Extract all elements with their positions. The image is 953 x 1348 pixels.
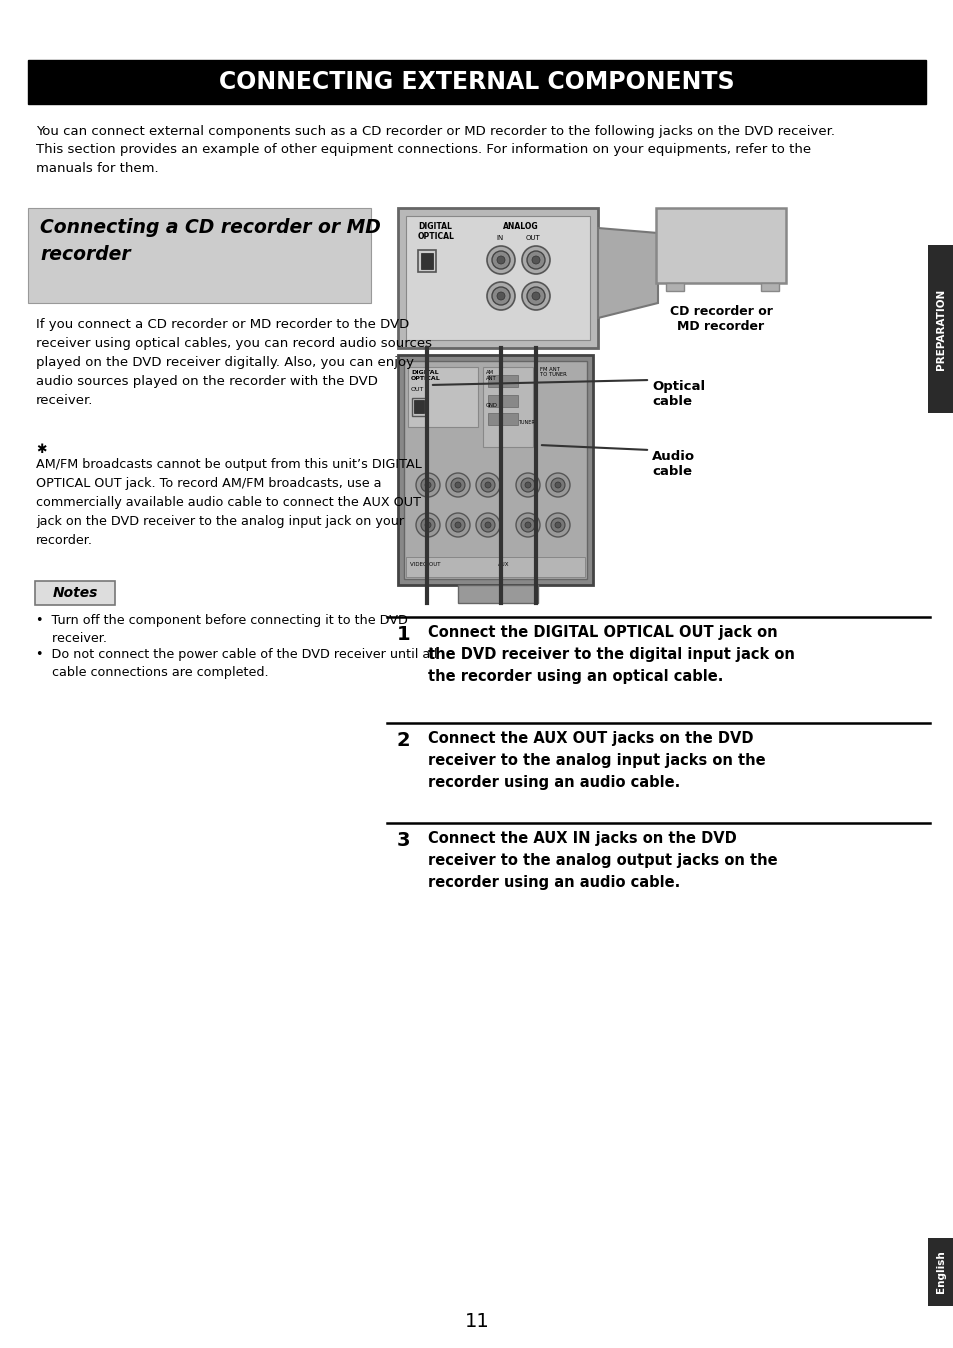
Text: ✱: ✱: [36, 443, 47, 456]
Circle shape: [486, 282, 515, 310]
Circle shape: [497, 293, 504, 301]
Circle shape: [551, 479, 564, 492]
Text: FM ANT
TO TUNER: FM ANT TO TUNER: [539, 367, 566, 377]
Circle shape: [497, 256, 504, 264]
Text: DIGITAL
OPTICAL: DIGITAL OPTICAL: [417, 222, 455, 241]
Circle shape: [555, 483, 560, 488]
Bar: [28, 208, 371, 303]
Text: Connect the DIGITAL OPTICAL OUT jack on
the DVD receiver to the digital input ja: Connect the DIGITAL OPTICAL OUT jack on …: [428, 625, 794, 685]
Circle shape: [555, 522, 560, 528]
Bar: [417, 249, 436, 272]
Bar: [412, 398, 427, 417]
Text: PREPARATION: PREPARATION: [935, 288, 945, 369]
Text: •  Turn off the component before connecting it to the DVD
    receiver.: • Turn off the component before connecti…: [36, 613, 408, 644]
Text: TUNER: TUNER: [517, 421, 535, 425]
Circle shape: [416, 473, 439, 497]
Circle shape: [446, 473, 470, 497]
Text: Connect the AUX IN jacks on the DVD
receiver to the analog output jacks on the
r: Connect the AUX IN jacks on the DVD rece…: [428, 830, 777, 891]
Circle shape: [521, 245, 550, 274]
Bar: [403, 361, 586, 580]
Polygon shape: [598, 228, 658, 318]
Bar: [406, 557, 584, 577]
Bar: [927, 1237, 953, 1306]
Circle shape: [486, 245, 515, 274]
Circle shape: [545, 473, 569, 497]
Bar: [656, 208, 785, 283]
Circle shape: [424, 522, 431, 528]
Text: OUT: OUT: [525, 235, 540, 241]
Bar: [397, 355, 593, 585]
Circle shape: [532, 293, 539, 301]
Text: Audio
cable: Audio cable: [651, 450, 695, 479]
Circle shape: [532, 256, 539, 264]
Bar: [482, 367, 533, 448]
Text: If you connect a CD recorder or MD recorder to the DVD
receiver using optical ca: If you connect a CD recorder or MD recor…: [36, 318, 432, 407]
Text: Connect the AUX OUT jacks on the DVD
receiver to the analog input jacks on the
r: Connect the AUX OUT jacks on the DVD rec…: [428, 731, 765, 790]
Bar: [488, 412, 517, 425]
Circle shape: [492, 251, 510, 270]
Text: English: English: [935, 1251, 945, 1293]
Text: 1: 1: [396, 625, 410, 644]
Circle shape: [526, 287, 544, 305]
Text: AUX: AUX: [497, 562, 509, 568]
Text: Notes: Notes: [52, 586, 97, 600]
Text: 2: 2: [396, 731, 410, 749]
Bar: [488, 375, 517, 387]
Circle shape: [516, 473, 539, 497]
Circle shape: [521, 282, 550, 310]
Circle shape: [451, 518, 464, 532]
Circle shape: [484, 483, 491, 488]
Text: You can connect external components such as a CD recorder or MD recorder to the : You can connect external components such…: [36, 125, 834, 175]
Text: •  Do not connect the power cable of the DVD receiver until all
    cable connec: • Do not connect the power cable of the …: [36, 648, 437, 679]
Text: Optical
cable: Optical cable: [651, 380, 704, 408]
Circle shape: [424, 483, 431, 488]
FancyBboxPatch shape: [35, 581, 115, 605]
Circle shape: [416, 514, 439, 537]
Circle shape: [492, 287, 510, 305]
Bar: [28, 61, 925, 104]
Circle shape: [480, 479, 495, 492]
Text: 3: 3: [396, 830, 410, 851]
Circle shape: [476, 514, 499, 537]
Circle shape: [451, 479, 464, 492]
Text: GND: GND: [485, 403, 497, 408]
Text: OUT: OUT: [411, 387, 424, 392]
Circle shape: [516, 514, 539, 537]
Bar: [665, 283, 683, 291]
Bar: [406, 216, 589, 340]
Bar: [488, 395, 517, 407]
Circle shape: [420, 518, 435, 532]
Bar: [457, 585, 537, 603]
Circle shape: [526, 251, 544, 270]
Bar: [408, 367, 477, 427]
Circle shape: [455, 483, 460, 488]
Bar: [760, 283, 779, 291]
Circle shape: [484, 522, 491, 528]
Circle shape: [476, 473, 499, 497]
Circle shape: [520, 518, 535, 532]
Bar: [420, 253, 433, 270]
Text: AM/FM broadcasts cannot be output from this unit’s DIGITAL
OPTICAL OUT jack. To : AM/FM broadcasts cannot be output from t…: [36, 458, 421, 547]
Bar: [414, 400, 423, 412]
Text: AM
ANT: AM ANT: [485, 369, 497, 380]
Circle shape: [545, 514, 569, 537]
Bar: [927, 245, 953, 412]
Circle shape: [480, 518, 495, 532]
Text: Connecting a CD recorder or MD
recorder: Connecting a CD recorder or MD recorder: [40, 218, 380, 264]
Text: DIGITAL
OPTICAL: DIGITAL OPTICAL: [411, 369, 440, 380]
Text: VIDEO OUT: VIDEO OUT: [410, 562, 440, 568]
Circle shape: [524, 522, 531, 528]
Bar: [397, 208, 598, 348]
Text: ANALOG: ANALOG: [502, 222, 538, 231]
Circle shape: [524, 483, 531, 488]
Circle shape: [455, 522, 460, 528]
Circle shape: [420, 479, 435, 492]
Text: CD recorder or
MD recorder: CD recorder or MD recorder: [669, 305, 772, 333]
Circle shape: [520, 479, 535, 492]
Text: 11: 11: [464, 1312, 489, 1330]
Circle shape: [551, 518, 564, 532]
Text: IN: IN: [496, 235, 503, 241]
Circle shape: [446, 514, 470, 537]
Text: CONNECTING EXTERNAL COMPONENTS: CONNECTING EXTERNAL COMPONENTS: [219, 70, 734, 94]
